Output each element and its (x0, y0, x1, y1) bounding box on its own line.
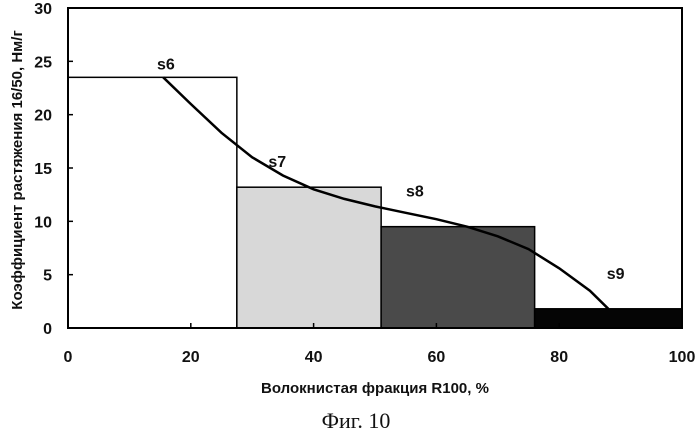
y-tick-label: 30 (34, 1, 52, 18)
x-tick-label: 20 (182, 349, 200, 366)
bar-s7 (237, 187, 381, 328)
x-tick-label: 100 (669, 349, 696, 366)
y-tick-label: 10 (34, 214, 52, 231)
y-tick-label: 15 (34, 161, 52, 178)
bar-s9 (535, 309, 682, 328)
x-tick-label: 80 (550, 349, 568, 366)
segment-label-s7: s7 (268, 154, 286, 171)
segment-label-s8: s8 (406, 184, 424, 201)
y-tick-label: 25 (34, 54, 52, 71)
x-axis-label: Волокнистая фракция R100, % (261, 380, 489, 397)
x-tick-label: 40 (305, 349, 323, 366)
x-tick-label: 60 (428, 349, 446, 366)
y-tick-label: 20 (34, 108, 52, 125)
y-tick-label: 5 (43, 268, 52, 285)
x-tick-label: 0 (64, 349, 73, 366)
segment-label-s6: s6 (157, 56, 175, 73)
y-tick-label: 0 (43, 321, 52, 338)
segment-label-s9: s9 (607, 266, 625, 283)
figure-caption: Фиг. 10 (322, 408, 391, 432)
bar-s6 (68, 77, 237, 328)
y-axis-label: Коэффициент растяжения 16/50, Нм/г (9, 30, 26, 309)
